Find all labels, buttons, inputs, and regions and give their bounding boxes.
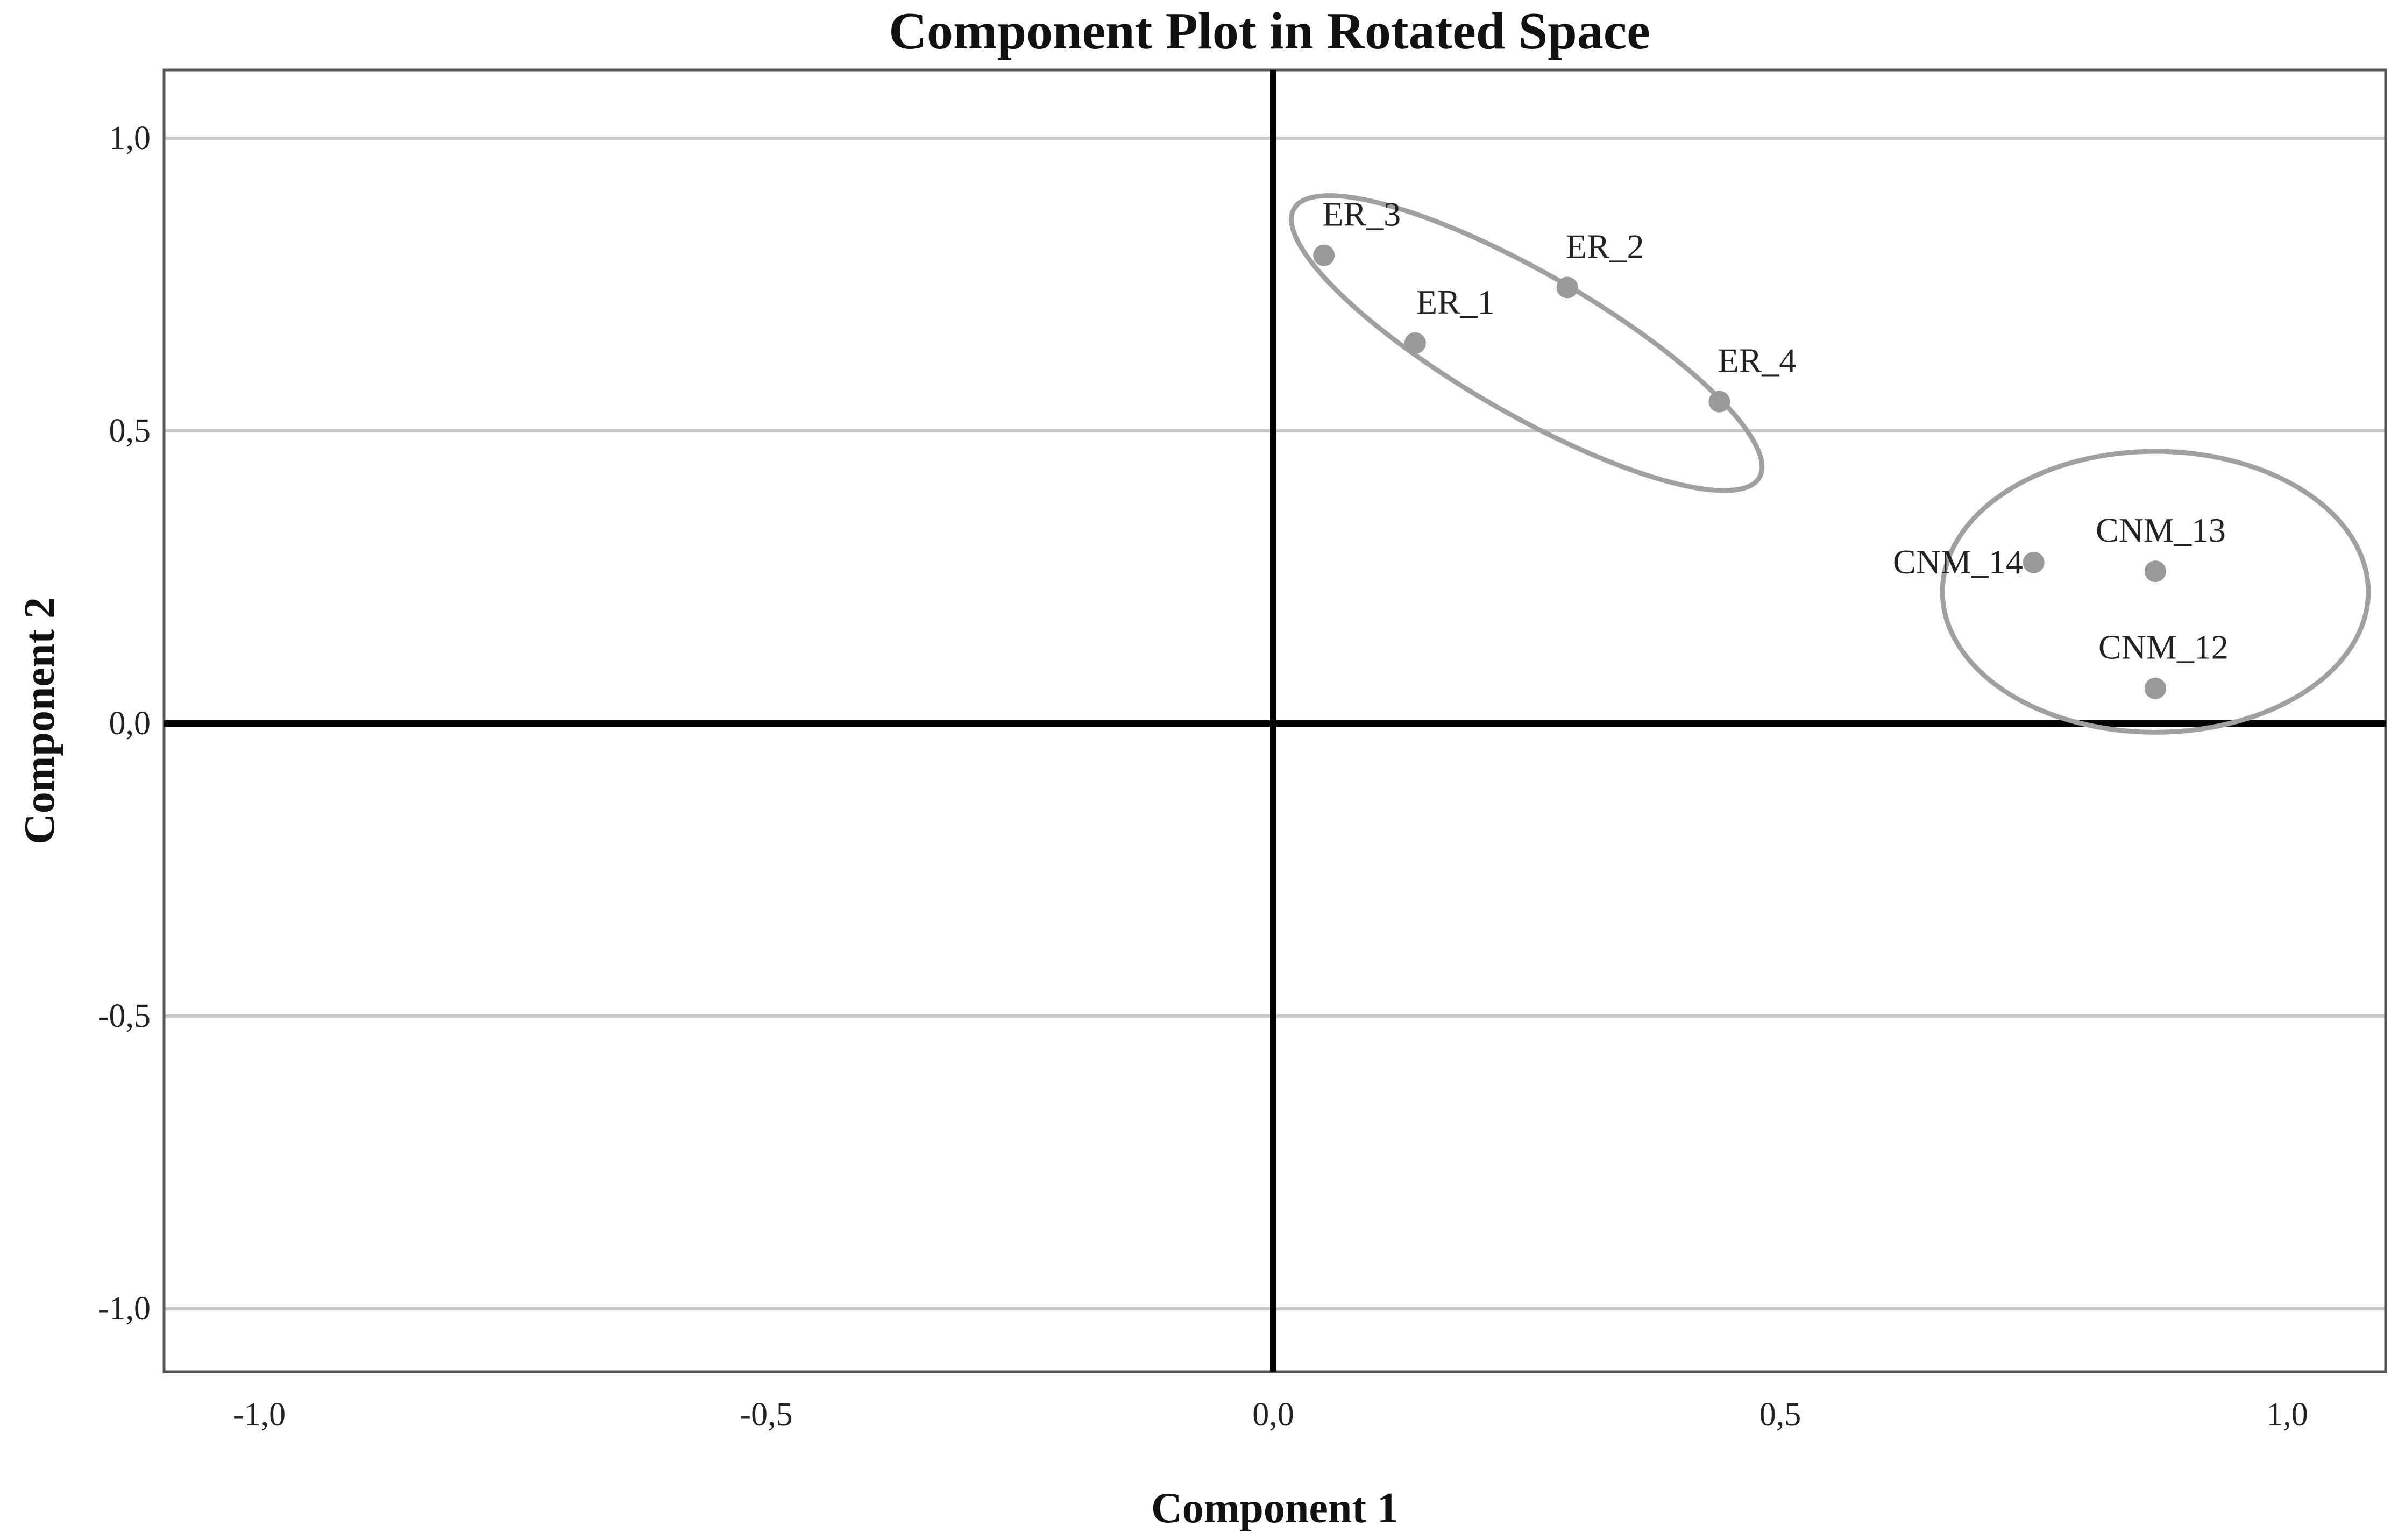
point-label-er-1: ER_1 — [1416, 283, 1495, 321]
x-tick-labels: -1,0 -0,5 0,0 0,5 1,0 — [233, 1396, 2308, 1433]
point-label-cnm-13: CNM_13 — [2096, 511, 2226, 549]
x-tick-label-1: -0,5 — [740, 1396, 792, 1433]
point-label-cnm-12: CNM_12 — [2098, 628, 2229, 666]
point-labels: ER_3 ER_1 ER_2 ER_4 CNM_14 CNM_13 CNM_12 — [1322, 195, 2228, 666]
y-tick-label-4: 1,0 — [109, 120, 151, 157]
y-axis-title: Component 2 — [16, 597, 63, 844]
point-label-er-2: ER_2 — [1566, 227, 1644, 265]
zero-lines — [164, 70, 2386, 1372]
data-point-cnm-14 — [2023, 551, 2045, 573]
x-tick-label-4: 1,0 — [2266, 1396, 2308, 1433]
data-point-er-1 — [1404, 332, 1426, 354]
data-point-cnm-13 — [2144, 560, 2166, 583]
y-tick-label-2: 0,0 — [109, 705, 151, 742]
data-point-er-3 — [1313, 244, 1335, 266]
y-tick-label-3: 0,5 — [109, 413, 151, 449]
data-point-er-4 — [1708, 391, 1730, 413]
data-point-er-2 — [1556, 276, 1578, 299]
x-tick-label-3: 0,5 — [1759, 1396, 1801, 1433]
data-points — [1313, 244, 2166, 699]
cluster-ellipse-2 — [1940, 449, 2371, 735]
data-point-cnm-12 — [2144, 677, 2166, 699]
x-axis-title: Component 1 — [1151, 1485, 1399, 1532]
y-tick-label-0: -1,0 — [98, 1290, 151, 1327]
y-tick-label-1: -0,5 — [98, 998, 151, 1034]
x-tick-label-2: 0,0 — [1252, 1396, 1294, 1433]
point-label-er-3: ER_3 — [1322, 195, 1401, 233]
y-tick-labels: -1,0 -0,5 0,0 0,5 1,0 — [98, 120, 151, 1327]
chart-title: Component Plot in Rotated Space — [889, 2, 1650, 60]
point-label-cnm-14: CNM_14 — [1893, 543, 2023, 581]
x-tick-label-0: -1,0 — [233, 1396, 286, 1433]
point-label-er-4: ER_4 — [1718, 342, 1797, 380]
